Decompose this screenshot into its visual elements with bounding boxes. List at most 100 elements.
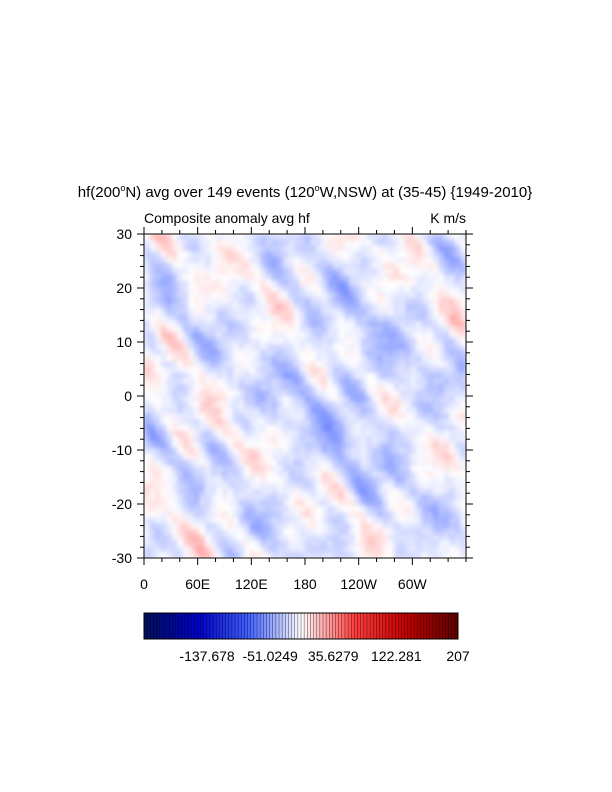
field-cell — [316, 500, 323, 507]
field-cell — [177, 477, 184, 484]
field-cell — [438, 297, 445, 305]
field-cell — [432, 355, 439, 362]
field-cell — [260, 251, 267, 258]
y-tick-label: 30 — [116, 226, 132, 242]
field-cell — [454, 494, 462, 501]
field-cell — [243, 251, 251, 258]
field-cell — [260, 280, 267, 287]
field-cell — [410, 453, 417, 461]
field-cell — [310, 442, 317, 449]
field-cell — [166, 482, 173, 490]
colorbar-box — [253, 613, 258, 639]
field-cell — [160, 326, 167, 333]
field-cell — [205, 257, 212, 264]
field-cell — [449, 390, 456, 397]
field-cell — [221, 262, 228, 270]
field-cell — [305, 349, 312, 357]
field-cell — [377, 396, 384, 403]
field-cell — [377, 407, 384, 414]
field-cell — [249, 494, 256, 501]
field-cell — [393, 372, 400, 380]
field-cell — [432, 297, 439, 305]
field-cell — [327, 523, 334, 530]
field-cell — [432, 343, 439, 351]
field-cell — [221, 436, 228, 443]
field-cell — [305, 268, 312, 276]
field-cell — [160, 384, 167, 391]
field-cell — [282, 523, 289, 530]
colorbar-labels: -137.678 -51.0249 35.6279 122.281 207 — [179, 648, 469, 664]
field-cell — [266, 442, 273, 449]
field-cell — [199, 367, 206, 374]
field-cell — [427, 500, 434, 507]
field-cell — [360, 234, 367, 241]
field-cell — [277, 430, 284, 438]
field-cell — [338, 407, 345, 414]
field-cell — [410, 442, 417, 449]
field-cell — [210, 384, 217, 391]
field-cell — [299, 413, 306, 420]
field-cell — [182, 511, 190, 519]
field-cell — [388, 274, 395, 281]
field-cell — [443, 239, 450, 247]
field-cell — [282, 239, 289, 247]
field-cell — [399, 251, 406, 258]
field-cell — [216, 546, 223, 553]
field-cell — [243, 309, 251, 316]
field-cell — [205, 384, 212, 391]
field-cell — [454, 280, 462, 287]
field-cell — [310, 234, 317, 241]
field-cell — [432, 286, 439, 293]
field-cell — [354, 488, 362, 495]
colorbar-box — [187, 613, 192, 639]
field-cell — [416, 424, 423, 432]
field-cell — [449, 424, 456, 432]
field-cell — [377, 355, 384, 362]
field-cell — [171, 500, 178, 507]
field-cell — [332, 413, 339, 420]
field-cell — [443, 488, 450, 495]
field-cell — [404, 390, 412, 397]
colorbar-box — [376, 613, 380, 639]
field-cell — [216, 291, 223, 299]
field-cell — [232, 280, 239, 287]
field-cell — [305, 338, 312, 345]
field-cell — [171, 477, 178, 484]
field-cell — [382, 442, 389, 449]
field-cell — [144, 332, 151, 339]
field-cell — [249, 343, 256, 351]
field-cell — [149, 494, 156, 501]
field-cell — [238, 257, 245, 264]
colorbar-box — [184, 613, 189, 639]
field-cell — [160, 291, 167, 299]
field-cell — [321, 396, 328, 403]
field-cell — [288, 262, 295, 270]
field-cell — [399, 378, 406, 386]
field-cell — [371, 297, 378, 305]
field-cell — [205, 511, 212, 519]
field-cell — [271, 378, 278, 386]
field-cell — [166, 436, 173, 443]
field-cell — [293, 343, 301, 351]
field-cell — [310, 430, 317, 438]
field-cell — [316, 268, 323, 276]
field-cell — [193, 309, 201, 316]
field-cell — [177, 349, 184, 357]
field-cell — [177, 297, 184, 305]
field-cell — [243, 529, 251, 536]
field-cell — [321, 436, 328, 443]
field-cell — [310, 529, 317, 536]
field-cell — [399, 262, 406, 270]
field-cell — [443, 274, 450, 281]
field-cell — [338, 332, 345, 339]
field-cell — [277, 448, 284, 455]
field-cell — [166, 511, 173, 519]
field-cell — [343, 326, 351, 333]
field-cell — [427, 262, 434, 270]
field-cell — [371, 546, 378, 553]
field-cell — [432, 338, 439, 345]
field-cell — [260, 297, 267, 305]
field-cell — [349, 552, 356, 558]
field-cell — [343, 262, 351, 270]
field-cell — [454, 511, 462, 519]
